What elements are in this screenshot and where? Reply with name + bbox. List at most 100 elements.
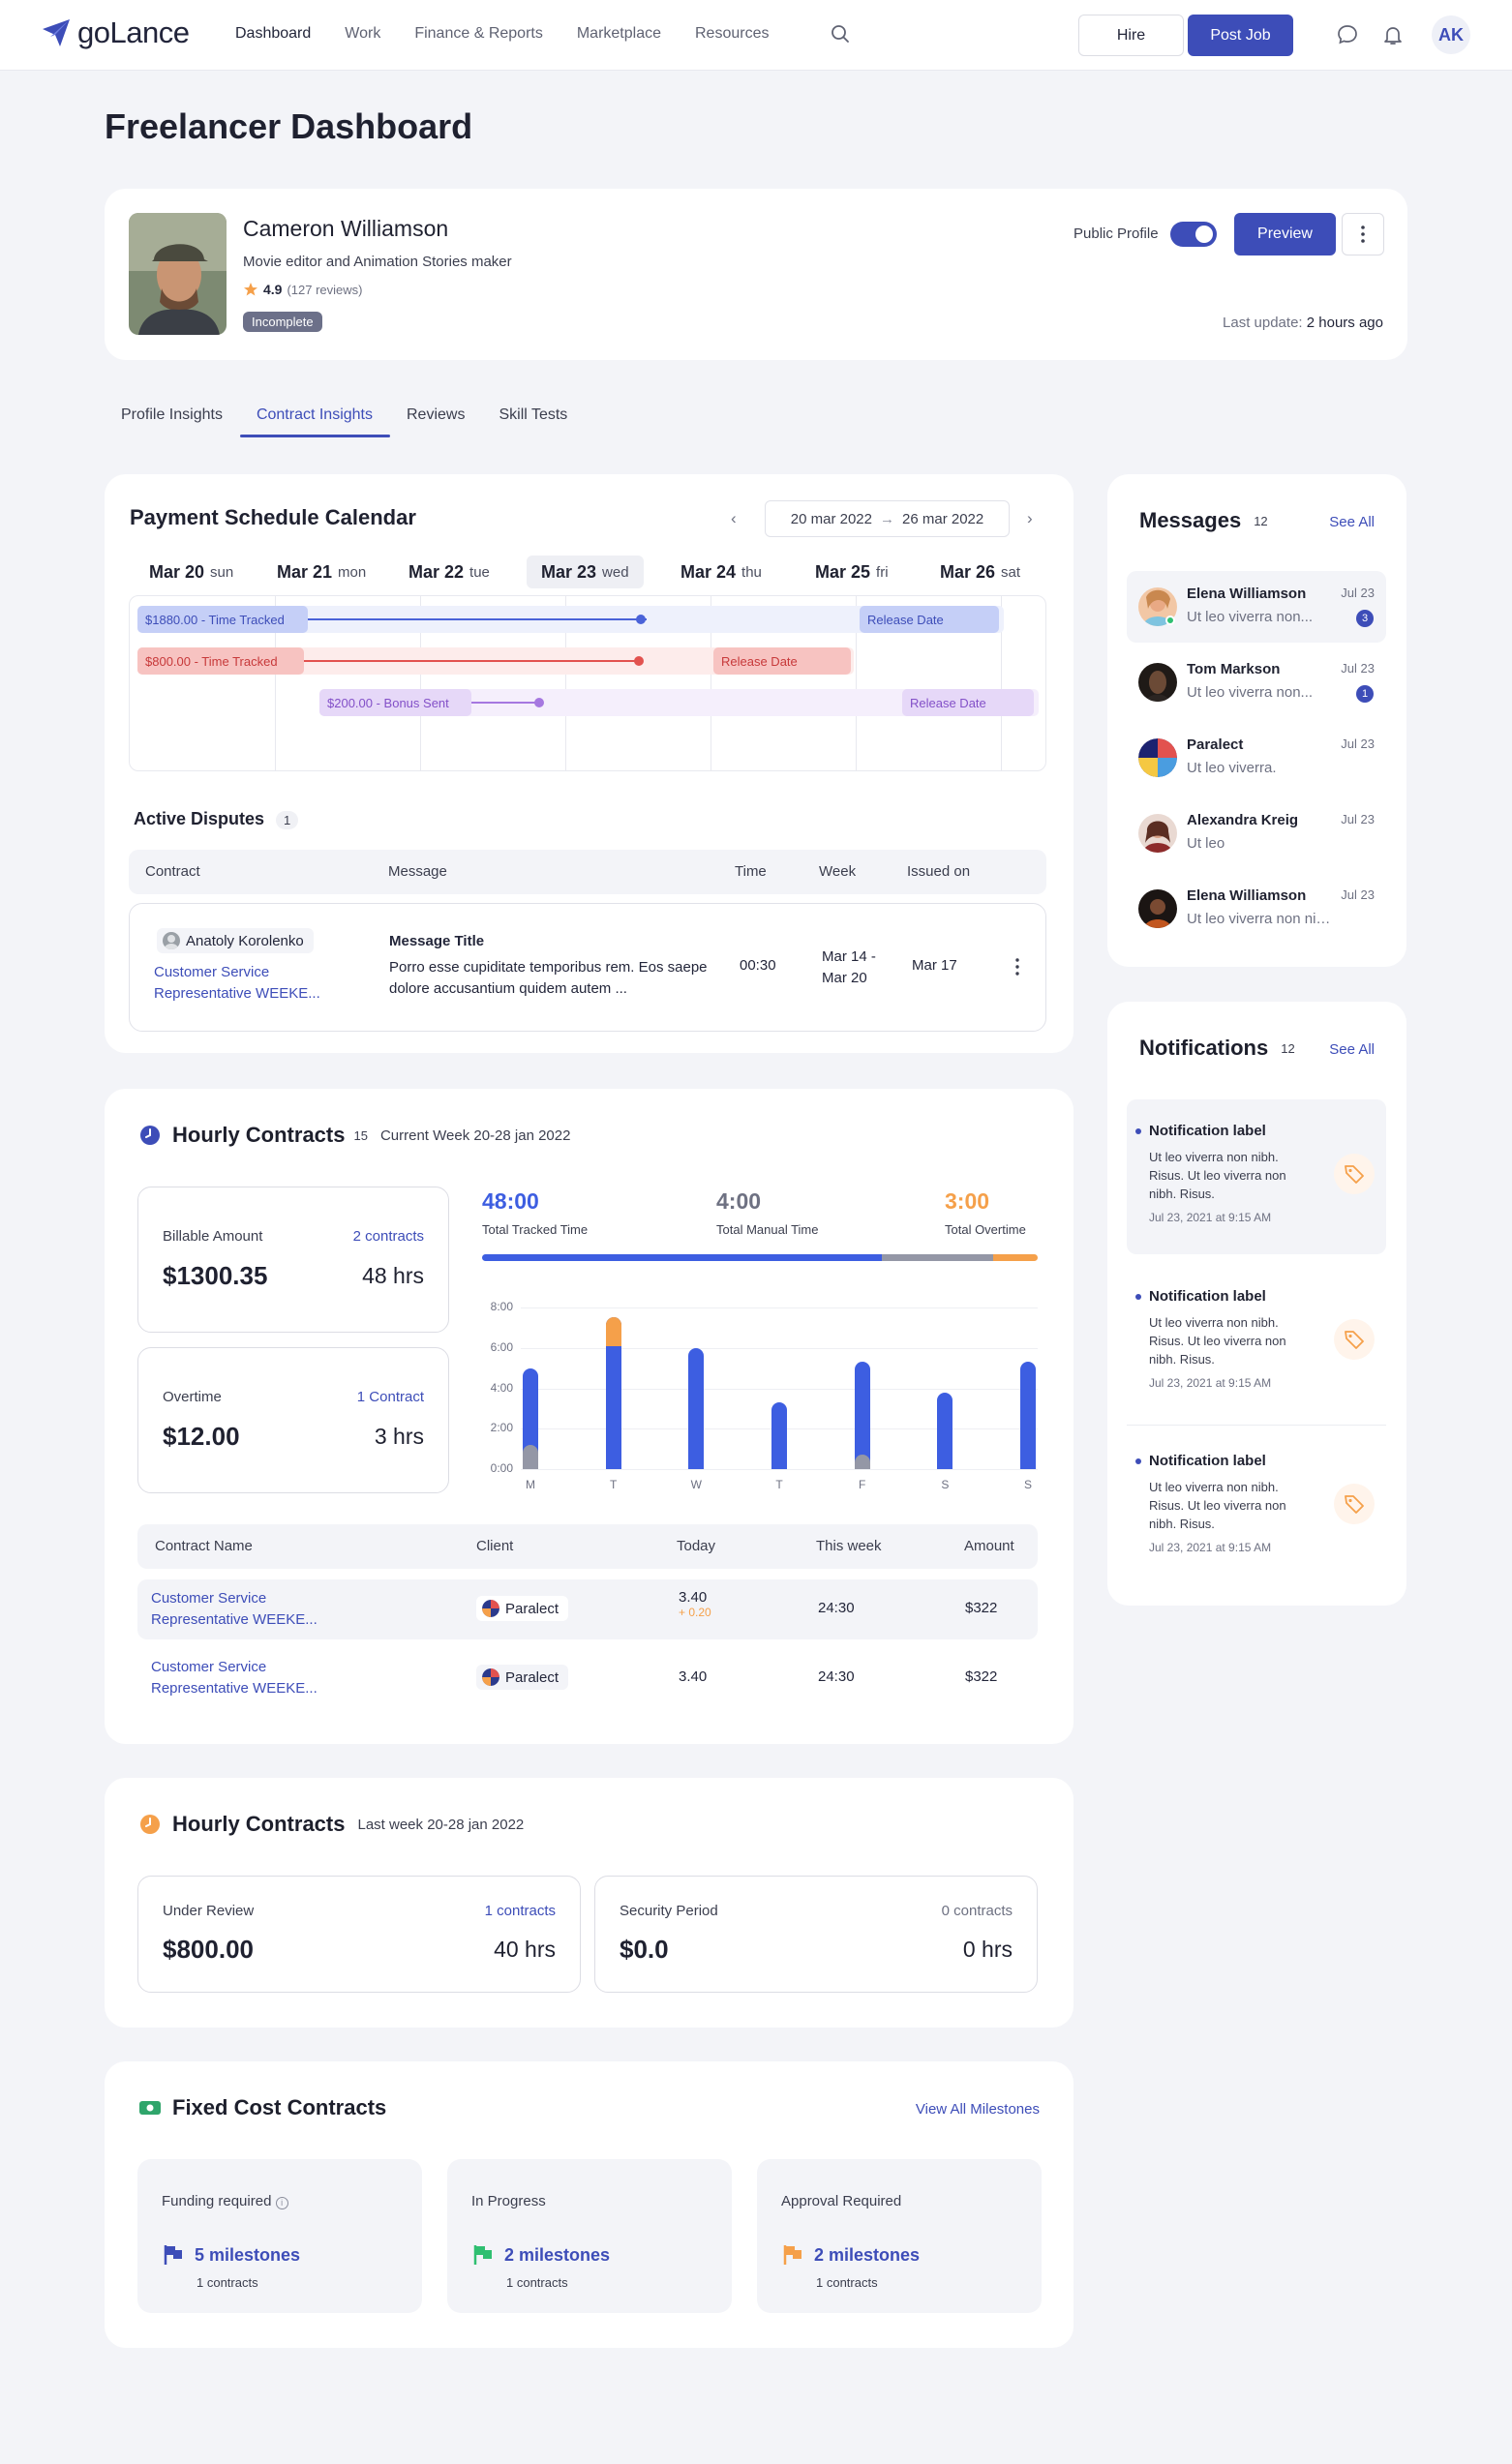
row-menu-icon[interactable] [1015,958,1019,976]
client-chip[interactable]: Paralect [476,1665,569,1690]
tab-contract-insights[interactable]: Contract Insights [239,406,391,437]
chart-bar[interactable] [523,1367,538,1469]
next-week-button[interactable]: › [1027,509,1033,527]
view-all-milestones-link[interactable]: View All Milestones [915,2101,1040,2118]
insight-tabs: Profile Insights Contract Insights Revie… [105,406,585,437]
notification-item[interactable]: Notification label Ut leo viverra non ni… [1127,1265,1386,1420]
message-item[interactable]: Tom Markson Ut leo viverra non... Jul 23… [1127,646,1386,718]
x-tick-label: M [526,1478,535,1491]
week-hours: 24:30 [818,1600,855,1616]
post-job-button[interactable]: Post Job [1188,15,1293,56]
tab-profile-insights[interactable]: Profile Insights [121,406,223,423]
contract-link[interactable]: Customer Service Representative WEEKE... [154,964,320,1002]
golance-logo[interactable]: goLance [39,15,190,50]
message-date: Jul 23 [1341,586,1375,600]
dispute-time: 00:30 [740,957,776,974]
prev-week-button[interactable]: ‹ [731,509,737,527]
calendar-grid: $1880.00 - Time Tracked Release Date $80… [129,595,1046,771]
release-date-label[interactable]: Release Date [860,606,999,633]
x-tick-label: S [1023,1478,1032,1491]
under-review-link[interactable]: 1 contracts [484,1903,556,1919]
nav-finance-reports[interactable]: Finance & Reports [414,25,543,42]
message-preview: Ut leo viverra non... [1187,684,1314,701]
unread-dot [1135,1294,1141,1300]
bell-icon[interactable] [1381,23,1405,46]
security-period-link[interactable]: 0 contracts [941,1903,1013,1919]
client-chip[interactable]: Paralect [476,1596,569,1621]
unread-dot [1135,1458,1141,1464]
overtime-contract-link[interactable]: 1 Contract [356,1389,424,1405]
y-tick-label: 8:00 [490,1300,513,1313]
x-tick-label: T [609,1478,618,1491]
funding-required-box[interactable]: Funding required i 5 milestones 1 contra… [137,2159,422,2313]
milestones-count[interactable]: 2 milestones [471,2243,610,2267]
review-count[interactable]: (127 reviews) [287,282,363,297]
chart-bar[interactable] [605,1317,621,1469]
approval-required-box[interactable]: Approval Required 2 milestones 1 contrac… [757,2159,1042,2313]
event-label[interactable]: $1880.00 - Time Tracked [137,606,308,633]
message-sender: Elena Williamson [1187,586,1307,602]
person-chip[interactable]: Anatoly Korolenko [157,928,314,953]
date-range-picker[interactable]: 20 mar 2022 → 26 mar 2022 [765,500,1010,537]
flag-icon [783,2245,801,2265]
message-item[interactable]: Alexandra Kreig Ut leo Jul 23 [1127,797,1386,869]
messages-see-all-link[interactable]: See All [1329,514,1375,530]
notification-body: Ut leo viverra non nibh. Risus. Ut leo v… [1149,1150,1286,1201]
nav-work[interactable]: Work [345,25,381,42]
table-row[interactable]: Customer Service Representative WEEKE...… [137,1579,1038,1639]
total-tracked-value: 48:00 [482,1188,539,1214]
disputes-table-header: Contract Message Time Week Issued on [129,850,1046,894]
notification-item[interactable]: Notification label Ut leo viverra non ni… [1127,1099,1386,1254]
preview-button[interactable]: Preview [1234,213,1336,255]
message-item[interactable]: Elena Williamson Ut leo viverra non... J… [1127,571,1386,643]
event-label[interactable]: $200.00 - Bonus Sent [319,689,471,716]
tab-reviews[interactable]: Reviews [407,406,466,423]
hire-button[interactable]: Hire [1078,15,1184,56]
under-review-box: Under Review 1 contracts $800.00 40 hrs [137,1876,581,1993]
in-progress-box[interactable]: In Progress 2 milestones 1 contracts [447,2159,732,2313]
user-avatar[interactable]: AK [1432,15,1470,54]
message-item[interactable]: Elena Williamson Ut leo viverra non nibh… [1127,873,1386,945]
contract-link[interactable]: Customer Service Representative WEEKE... [151,1659,318,1697]
billable-contracts-link[interactable]: 2 contracts [352,1228,424,1245]
more-options-button[interactable] [1342,213,1384,255]
milestones-count[interactable]: 2 milestones [781,2243,920,2267]
rating-value: 4.9 [263,282,283,297]
contract-link[interactable]: Customer Service Representative WEEKE... [151,1590,318,1628]
dispute-row[interactable]: Anatoly Korolenko Customer Service Repre… [129,903,1046,1032]
tag-icon [1334,1154,1375,1194]
chart-bar[interactable] [771,1402,787,1469]
tab-skill-tests[interactable]: Skill Tests [499,406,568,423]
hourly-contracts-title: Hourly Contracts [172,1123,346,1147]
search-icon[interactable] [830,23,851,45]
notifications-see-all-link[interactable]: See All [1329,1041,1375,1058]
kebab-icon [1361,225,1365,243]
x-tick-label: W [690,1478,702,1491]
clock-icon [140,1815,160,1834]
milestones-count[interactable]: 5 milestones [162,2243,300,2267]
chat-icon[interactable] [1336,23,1359,46]
flag-icon [164,2245,182,2265]
chart-bar[interactable] [854,1362,870,1469]
chart-bar[interactable] [688,1347,705,1469]
notification-item[interactable]: Notification label Ut leo viverra non ni… [1127,1429,1386,1584]
column-header: Client [476,1538,514,1554]
chart-bar[interactable] [1020,1362,1036,1469]
active-disputes-title: Active Disputes [134,809,265,828]
overtime-segment [605,1317,621,1346]
message-item[interactable]: Paralect Ut leo viverra. Jul 23 [1127,722,1386,794]
nav-dashboard[interactable]: Dashboard [235,25,312,42]
arrow-right-icon: → [880,510,894,527]
release-date-label[interactable]: Release Date [713,647,851,675]
overtime-box: Overtime 1 Contract $12.00 3 hrs [137,1347,449,1493]
release-date-label[interactable]: Release Date [902,689,1034,716]
week-hours: 24:30 [818,1668,855,1685]
table-row[interactable]: Customer Service Representative WEEKE...… [137,1648,1038,1708]
chart-bar[interactable] [937,1392,953,1469]
column-header: Today [677,1538,716,1554]
public-profile-toggle[interactable] [1170,222,1217,247]
nav-marketplace[interactable]: Marketplace [576,25,661,42]
nav-resources[interactable]: Resources [695,25,770,42]
event-label[interactable]: $800.00 - Time Tracked [137,647,304,675]
message-sender: Alexandra Kreig [1187,812,1299,828]
